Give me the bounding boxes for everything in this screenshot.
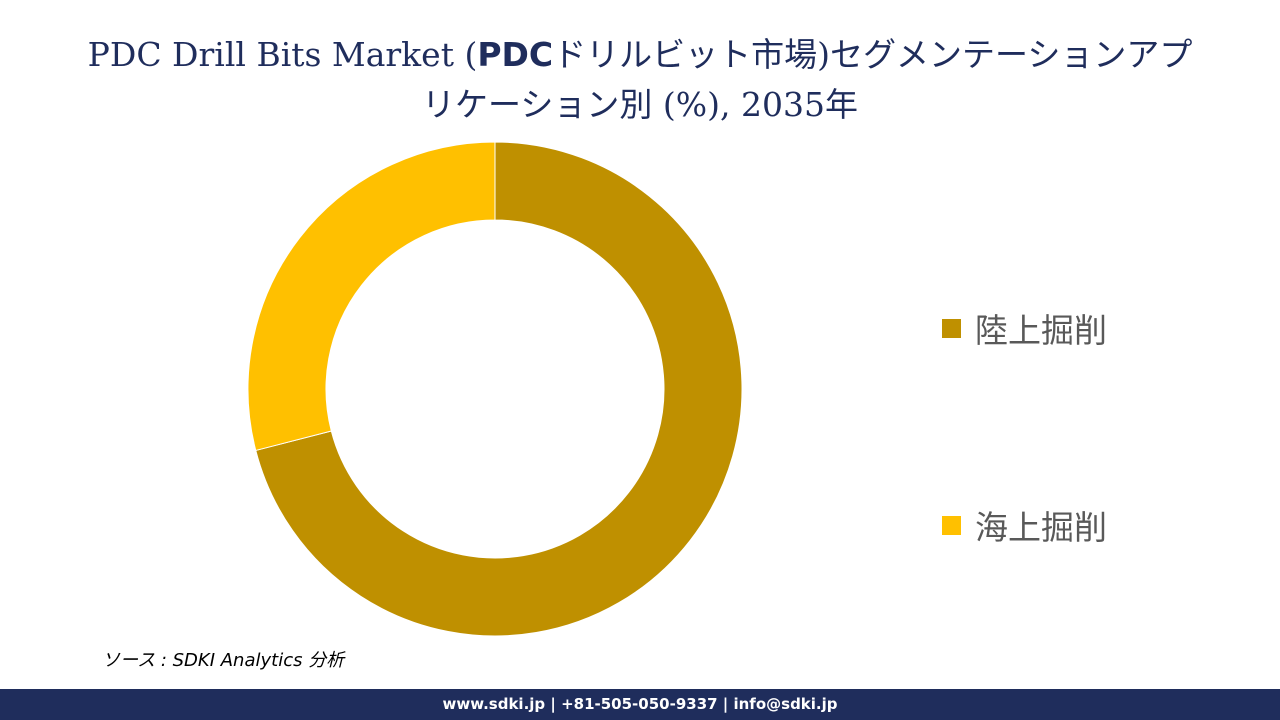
title-bold-segment: PDC [477,35,554,74]
slice-onshore [255,141,743,637]
chart-title-line-1: PDC Drill Bits Market (PDCドリルビット市場)セグメンテ… [20,30,1260,80]
legend-swatch-onshore [942,318,961,338]
donut-chart [247,141,743,637]
legend-label-offshore: 海上掘削 [975,508,1107,547]
source-note: ソース : SDKI Analytics 分析 [102,650,345,671]
legend-label-onshore: 陸上掘削 [975,311,1107,350]
footer-bar: www.sdki.jp | +81-505-050-9337 | info@sd… [0,689,1280,720]
legend-item-onshore: 陸上掘削 [942,303,1107,353]
legend-swatch-offshore [942,515,961,535]
chart-title-line-2: リケーション別 (%), 2035年 [422,85,858,124]
title-suffix: ドリルビット市場)セグメンテーションアプ [553,35,1193,74]
title-prefix: PDC Drill Bits Market ( [87,35,478,74]
slice-offshore [247,141,496,452]
legend-item-offshore: 海上掘削 [942,500,1107,550]
chart-title: PDC Drill Bits Market (PDCドリルビット市場)セグメンテ… [20,30,1260,130]
